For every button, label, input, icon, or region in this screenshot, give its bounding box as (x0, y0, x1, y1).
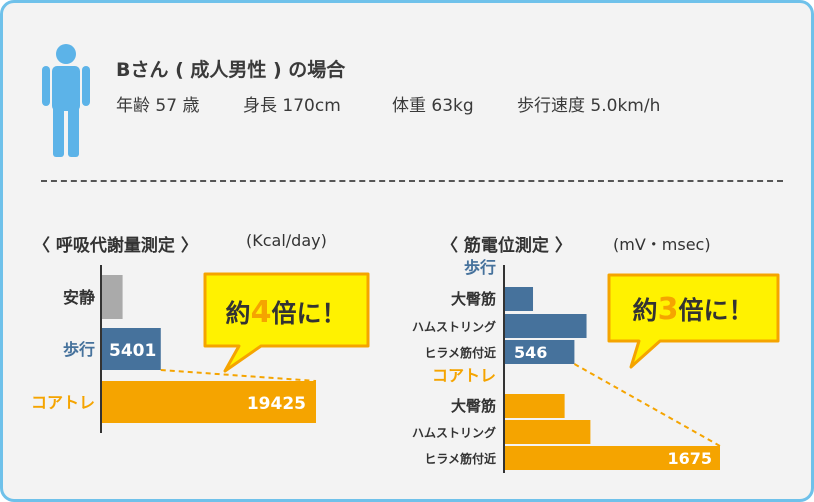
emg-category-label-1-2: ヒラメ筋付近 (424, 451, 496, 466)
callout-number: 3 (658, 292, 679, 327)
emg-bar-0-2 (504, 340, 575, 364)
metabolism-connector-line (160, 369, 317, 382)
emg-connector-line (573, 363, 721, 447)
callout-prefix: 約 (633, 296, 658, 325)
metabolism-category-label-1: 歩行 (63, 340, 95, 359)
metabolism-callout-bubble (203, 272, 370, 373)
person-left-arm (42, 66, 50, 106)
metabolism-bar-0 (101, 275, 123, 319)
emg-group-label-1: コアトレ (432, 366, 496, 385)
metabolism-category-label-0: 安静 (63, 288, 95, 307)
weight-text: 体重 63kg (392, 96, 474, 116)
metabolism-chart-title: 〈 呼吸代謝量測定 〉 (33, 236, 198, 256)
emg-category-label-1-0: 大臀筋 (451, 397, 496, 415)
person-right-arm (82, 66, 90, 106)
metabolism-value-label-2: 19425 (247, 394, 306, 414)
callout-suffix: 倍に！ (678, 296, 753, 325)
emg-callout-text: 約3倍に！ (633, 292, 754, 327)
emg-chart-unit: (mV・msec) (613, 235, 711, 254)
emg-category-label-0-2: ヒラメ筋付近 (424, 345, 496, 360)
metabolism-category-label-2: コアトレ (31, 393, 95, 412)
metabolism-callout-text: 約4倍に！ (226, 295, 347, 330)
person-right-leg (68, 105, 79, 157)
emg-value-label-0-2: 546 (514, 343, 547, 362)
metabolism-bar-2 (101, 381, 316, 423)
profile-title: Bさん ( 成人男性 ) の場合 (116, 59, 346, 81)
person-icon (42, 44, 90, 157)
height-text: 身長 170cm (243, 96, 341, 116)
emg-bar-1-1 (504, 420, 591, 444)
metabolism-bar-1 (101, 328, 161, 370)
section-divider (41, 180, 783, 182)
speed-text: 歩行速度 5.0km/h (517, 96, 661, 116)
emg-bar-0-0 (504, 287, 534, 311)
emg-category-label-0-0: 大臀筋 (451, 290, 496, 308)
callout-number: 4 (251, 295, 272, 330)
emg-bar-1-2 (504, 446, 720, 470)
emg-category-label-1-1: ハムストリング (412, 425, 496, 440)
emg-bar-0-1 (504, 314, 587, 338)
callout-prefix: 約 (226, 299, 251, 328)
emg-chart-title: 〈 筋電位測定 〉 (441, 236, 572, 256)
emg-value-label-1-2: 1675 (667, 449, 712, 468)
person-head (56, 44, 76, 64)
callout-suffix: 倍に！ (271, 299, 346, 328)
age-text: 年齢 57 歳 (116, 96, 200, 116)
emg-bar-1-0 (504, 394, 565, 418)
emg-category-label-0-1: ハムストリング (412, 319, 496, 334)
person-torso (52, 66, 80, 111)
emg-group-label-0: 歩行 (464, 258, 496, 277)
metabolism-value-label-1: 5401 (109, 341, 156, 361)
metabolism-chart-unit: (Kcal/day) (246, 231, 327, 250)
person-left-leg (53, 105, 64, 157)
emg-callout-bubble (607, 273, 780, 369)
